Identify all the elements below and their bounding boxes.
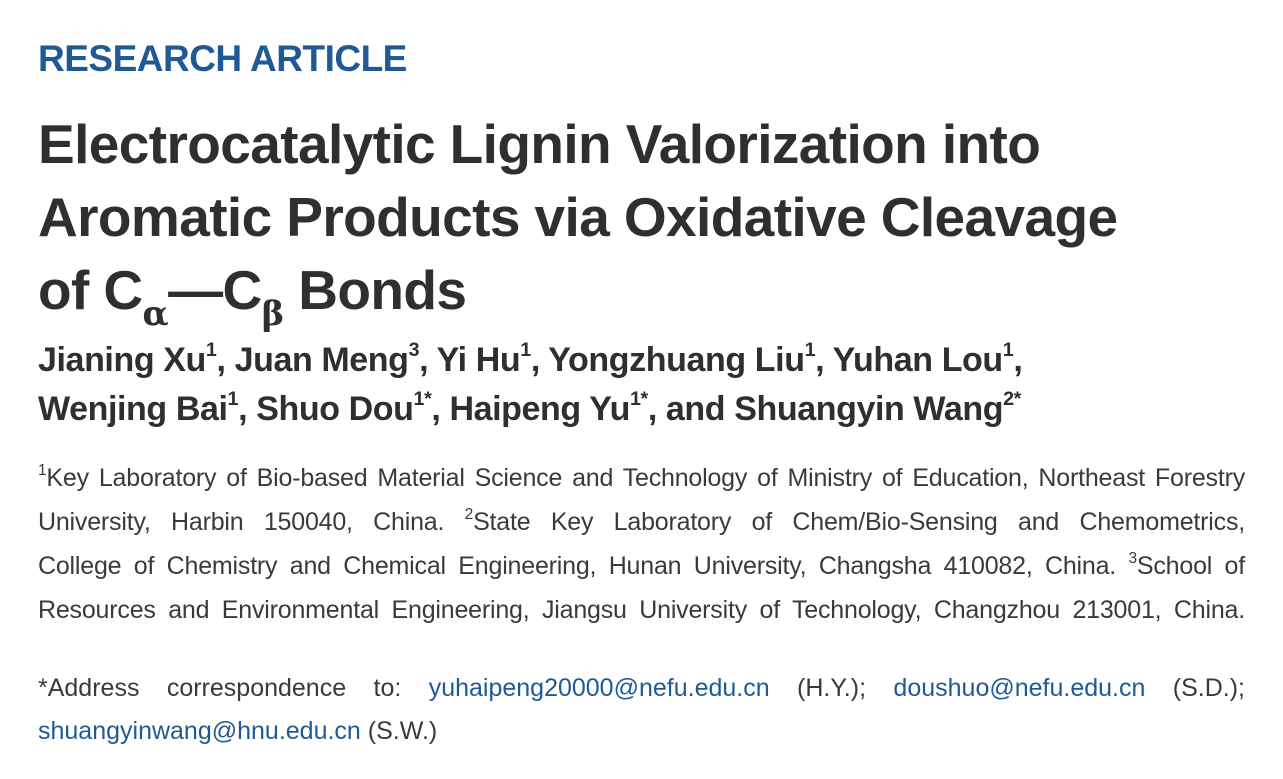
affiliation-mark: 3 [1128,550,1137,568]
author-line-2: Wenjing Bai1, Shuo Dou1*, Haipeng Yu1*, … [38,385,1248,434]
author-name: Haipeng Yu [449,390,630,428]
author-name: Jianing Xu [38,341,206,379]
correspondence-initials: (S.D.); [1145,674,1245,702]
affiliation-line-3: College of Chemistry and Chemical Engine… [38,544,1245,588]
email-link-wang[interactable]: shuangyinwang@hnu.edu.cn [38,717,361,745]
author-separator: , [238,390,257,428]
title-line-1: Electrocatalytic Lignin Valorization int… [38,113,1041,175]
author-separator: , [431,390,450,428]
correspondence-initials: (H.Y.); [769,674,894,702]
correspondence: *Address correspondence to: yuhaipeng200… [38,667,1245,753]
author-affiliation-mark: 1 [227,388,239,411]
affiliation-line-1: 1Key Laboratory of Bio-based Material Sc… [38,456,1245,500]
author-line-1: Jianing Xu1, Juan Meng3, Yi Hu1, Yongzhu… [38,336,1248,385]
author-separator: , [530,341,549,379]
author-name: Yongzhuang Liu [548,341,805,379]
author-separator: , [216,341,235,379]
author-affiliation-mark: 2* [1003,388,1021,411]
affiliation-text: University, Harbin 150040, China. [38,508,465,536]
title-line-3: of Cα—Cβ Bonds [38,254,1188,335]
author-separator: , and [647,390,735,428]
affiliation-text: School of [1136,552,1245,580]
title-dash: —C [168,259,262,321]
beta-subscript: β [261,294,285,334]
alpha-subscript: α [142,294,169,334]
author-affiliation-mark: 3 [408,339,420,362]
author-name: Yuhan Lou [832,341,1004,379]
affiliation-text: Resources and Environmental Engineering,… [38,596,1245,624]
author-affiliation-mark: 1* [629,388,648,411]
affiliation-line-2: University, Harbin 150040, China. 2State… [38,500,1245,544]
author-name: Shuangyin Wang [734,390,1004,428]
affiliation-mark: 2 [464,506,474,524]
affiliation-text: State Key Laboratory of Chem/Bio-Sensing… [473,508,1245,536]
email-link-yu[interactable]: yuhaipeng20000@nefu.edu.cn [428,674,770,702]
article-type-label: RESEARCH ARTICLE [38,38,407,79]
author-name: Juan Meng [234,341,409,379]
author-separator: , [419,341,437,379]
author-name: Wenjing Bai [38,390,228,428]
email-link-dou[interactable]: doushuo@nefu.edu.cn [893,674,1146,702]
article-title: Electrocatalytic Lignin Valorization int… [38,108,1188,335]
correspondence-line-1: *Address correspondence to: yuhaipeng200… [38,667,1245,710]
author-list: Jianing Xu1, Juan Meng3, Yi Hu1, Yongzhu… [38,336,1248,434]
affiliation-mark: 1 [38,462,47,480]
author-name: Yi Hu [436,341,521,379]
author-affiliation-mark: 1 [804,339,816,362]
title-prefix: of C [38,259,143,321]
author-affiliation-mark: 1* [413,388,432,411]
author-name: Shuo Dou [256,390,414,428]
author-separator: , [1013,341,1023,379]
author-affiliation-mark: 1 [1002,339,1014,362]
affiliation-text: College of Chemistry and Chemical Engine… [38,552,1129,580]
correspondence-line-2: shuangyinwang@hnu.edu.cn (S.W.) [38,710,1245,753]
affiliation-text: Key Laboratory of Bio-based Material Sci… [46,464,1245,492]
author-affiliation-mark: 1 [205,339,217,362]
affiliation-line-4: Resources and Environmental Engineering,… [38,588,1245,632]
author-separator: , [815,341,833,379]
affiliations: 1Key Laboratory of Bio-based Material Sc… [38,456,1245,632]
author-affiliation-mark: 1 [520,339,531,362]
correspondence-initials: (S.W.) [360,717,438,745]
title-line-2: Aromatic Products via Oxidative Cleavage [38,186,1118,248]
correspondence-prefix: *Address correspondence to: [38,674,429,702]
title-suffix: Bonds [283,259,467,321]
